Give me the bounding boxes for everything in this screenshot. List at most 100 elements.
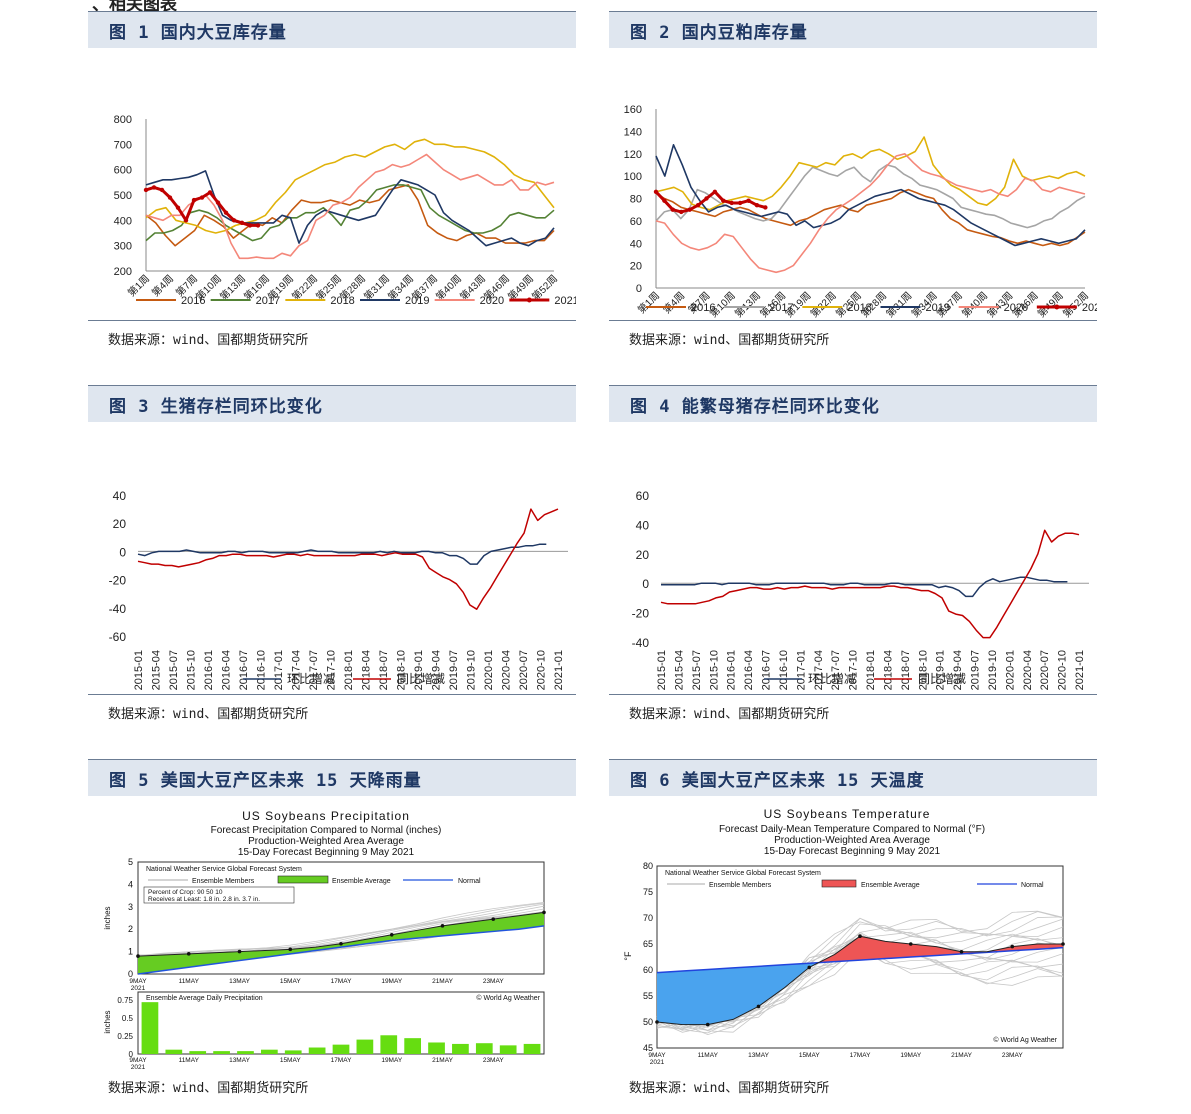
ensemble-average-point	[1010, 944, 1015, 949]
series-point-2021	[167, 195, 173, 200]
chart-precipitation: US Soybeans Precipitation Forecast Precip…	[103, 809, 546, 1071]
legend-label: 2019	[405, 295, 429, 307]
x-tick-label: 2015-04	[151, 650, 163, 690]
chart-sow-inventory: -40 -20 0 20 40 60 2015-01 2015-04 2015-07 2015-1…	[632, 489, 1089, 690]
above-normal-area	[818, 936, 1063, 963]
x-tick-label: 2015-04	[673, 650, 685, 690]
series-point-2021	[159, 187, 165, 193]
ensemble-average-point	[339, 941, 343, 946]
daily-bar	[452, 1043, 469, 1054]
ensemble-member-line	[137, 902, 545, 958]
x-tick-label: 2020-07	[1039, 650, 1051, 690]
divider	[88, 694, 576, 695]
y-tick-label: 140	[624, 126, 642, 138]
weather-subtitle: Forecast Daily-Mean Temperature Compared…	[719, 824, 985, 835]
legend-label: 2016	[691, 302, 715, 314]
daily-bar	[523, 1043, 541, 1054]
x-tick-label: 2015-01	[656, 650, 668, 690]
x-tick-label: 23MAY	[483, 978, 504, 985]
ensemble-average-point	[655, 1020, 659, 1024]
x-tick-label: 2020-04	[1022, 650, 1034, 690]
x-tick-label: 2021-01	[1074, 650, 1086, 690]
daily-x-tick-label: 13MAY	[229, 1057, 250, 1064]
series-point-2021	[199, 195, 205, 200]
x-tick-label: 第4周	[149, 272, 176, 299]
series-point-2021	[143, 187, 149, 193]
daily-title: Ensemble Average Daily Precipitation	[146, 995, 263, 1002]
x-tick-label: 2015-10	[186, 650, 198, 690]
series-point-2021	[729, 200, 734, 206]
series-line	[137, 508, 559, 610]
legend-label: 环比增减	[808, 672, 856, 686]
daily-bar	[237, 1051, 254, 1054]
legend-label: 2016	[181, 295, 205, 307]
y-tick-label: 700	[114, 139, 132, 151]
panel-precipitation: 图 5 美国大豆产区未来 15 天降雨量 US Soybeans Precipi…	[88, 759, 576, 1096]
y-tick-label: 40	[630, 238, 642, 250]
legend-marker	[526, 297, 532, 303]
x-tick-year: 2021	[131, 985, 146, 992]
x-tick-year: 2021	[650, 1059, 665, 1066]
y-tick-label: 20	[630, 261, 642, 273]
y-tick-label: -60	[109, 630, 127, 644]
legend-label: Ensemble Average	[861, 882, 920, 889]
y-tick-label: -20	[632, 607, 650, 621]
x-tick-label: 2016-07	[761, 650, 773, 690]
legend-swatch	[821, 879, 857, 888]
y-tick-label: 55	[643, 991, 653, 1001]
series-point-2021	[215, 200, 221, 205]
source-note: 数据来源：wind、国都期货研究所	[629, 1081, 830, 1096]
divider	[609, 694, 1097, 695]
y-tick-label: 65	[643, 939, 653, 949]
legend-label: 环比增减	[287, 672, 335, 686]
daily-x-tick-label: 11MAY	[179, 1057, 200, 1064]
ensemble-average-point	[705, 1022, 710, 1027]
x-tick-label: 2016-01	[203, 650, 215, 690]
series-point-2021	[183, 218, 189, 223]
series-line	[660, 529, 1080, 639]
y-tick-label: 800	[114, 114, 132, 126]
x-tick-label: 2019-04	[952, 650, 964, 690]
y-tick-label: 45	[643, 1043, 653, 1053]
daily-bar	[308, 1047, 326, 1054]
y-tick-label: 0	[636, 283, 642, 295]
y-tick-label: 120	[624, 149, 642, 161]
series-line-2019	[145, 170, 555, 247]
divider	[88, 320, 576, 321]
legend-label: Ensemble Average	[332, 878, 391, 885]
y-tick-label: 1	[128, 947, 133, 957]
series-point-2021	[763, 205, 768, 210]
daily-bar	[499, 1045, 517, 1054]
legend-label: 2021	[554, 295, 576, 307]
x-tick-label: 13MAY	[748, 1052, 769, 1059]
ensemble-average-point	[542, 910, 546, 915]
x-tick-label: 9MAY	[648, 1052, 666, 1059]
y-tick-label: 60	[643, 965, 653, 975]
daily-y-tick-label: 0.25	[117, 1032, 133, 1041]
ensemble-average-point	[1061, 942, 1065, 946]
weather-subtitle: 15-Day Forecast Beginning 9 May 2021	[764, 846, 941, 857]
x-tick-label: 第13周	[217, 272, 248, 303]
y-tick-label: -40	[632, 636, 650, 650]
x-tick-label: 2015-07	[691, 650, 703, 690]
x-tick-label: 2017-10	[848, 650, 860, 690]
x-tick-label: 2020-01	[483, 650, 495, 690]
x-tick-label: 2018-07	[900, 650, 912, 690]
series-point-2021	[737, 200, 743, 206]
panel-sow-inventory: 图 4 能繁母猪存栏同环比变化 -40 -20 0 20 40 60 2015-01 2015…	[609, 385, 1097, 722]
crop-table	[143, 886, 295, 904]
series-point-2021	[151, 185, 157, 190]
source-note: 数据来源：wind、国都期货研究所	[108, 1081, 309, 1096]
series-point-2021	[679, 209, 684, 215]
y-tick-label: 60	[636, 489, 650, 503]
daily-bar	[189, 1051, 207, 1054]
ensemble-average-point	[756, 1004, 761, 1009]
weather-subtitle: Production-Weighted Area Average	[248, 836, 404, 847]
credit: © World Ag Weather	[993, 1036, 1057, 1044]
daily-bar	[260, 1049, 278, 1054]
daily-x-tick-label: 17MAY	[331, 1057, 352, 1064]
legend-label: 2017	[256, 295, 280, 307]
legend-label: 2018	[330, 295, 354, 307]
x-tick-label: 2020-01	[1004, 650, 1016, 690]
